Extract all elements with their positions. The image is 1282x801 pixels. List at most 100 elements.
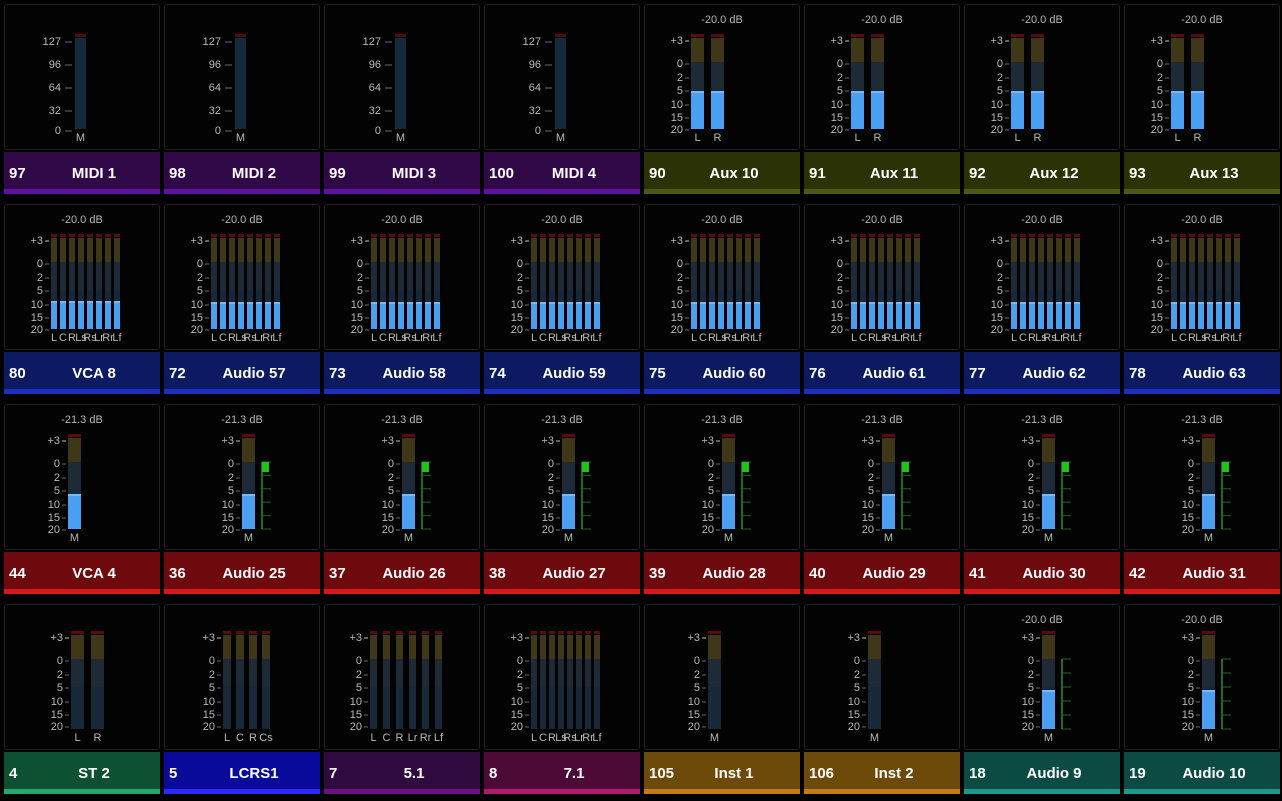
meter-panel: -21.3 dB +3 0 2 5 10 15 20 M — [4, 404, 160, 550]
channel-tile-42[interactable]: -21.3 dB +3 0 2 5 10 15 20 M 42 Audio 31 — [1124, 404, 1280, 600]
channel-name-strip[interactable]: 37 Audio 26 — [324, 552, 480, 594]
channel-tile-44[interactable]: -21.3 dB +3 0 2 5 10 15 20 M 44 VCA 4 — [4, 404, 160, 600]
channel-tile-100[interactable]: 127 96 64 32 0 M 100 MIDI 4 — [484, 4, 640, 200]
channel-name-strip[interactable]: 92 Aux 12 — [964, 152, 1120, 194]
channel-name-strip[interactable]: 74 Audio 59 — [484, 352, 640, 394]
channel-name-strip[interactable]: 5 LCRS1 — [164, 752, 320, 794]
scale-tick-label: 2 — [1028, 669, 1034, 681]
channel-name-strip[interactable]: 8 7.1 — [484, 752, 640, 794]
channel-name-strip[interactable]: 4 ST 2 — [4, 752, 160, 794]
channel-name-strip[interactable]: 98 MIDI 2 — [164, 152, 320, 194]
channel-tile-93[interactable]: -20.0 dB +3 0 2 5 10 15 20 L R 93 Aux 13 — [1124, 4, 1280, 200]
channel-name-strip[interactable]: 78 Audio 63 — [1124, 352, 1280, 394]
scale-tick-label: 15 — [1182, 709, 1194, 721]
channel-tile-91[interactable]: -20.0 dB +3 0 2 5 10 15 20 L R 91 Aux 11 — [804, 4, 960, 200]
channel-name-strip[interactable]: 39 Audio 28 — [644, 552, 800, 594]
scale-tick-label: 5 — [837, 285, 843, 297]
channel-name-strip[interactable]: 44 VCA 4 — [4, 552, 160, 594]
channel-label: Lr — [1054, 332, 1064, 344]
channel-name-strip[interactable]: 80 VCA 8 — [4, 352, 160, 394]
channel-tile-36[interactable]: -21.3 dB +3 0 2 5 10 15 20 M 36 Audio 25 — [164, 404, 320, 600]
meter-panel: 127 96 64 32 0 M — [484, 4, 640, 150]
channel-name-strip[interactable]: 42 Audio 31 — [1124, 552, 1280, 594]
channel-tile-41[interactable]: -21.3 dB +3 0 2 5 10 15 20 M 41 Audio 30 — [964, 404, 1120, 600]
meter-bar — [1216, 238, 1222, 329]
channel-tile-78[interactable]: -20.0 dB +3 0 2 5 10 15 20 L C R Ls Rs Lr Rr Lf 78 Audio … — [1124, 204, 1280, 400]
channel-tile-8[interactable]: +3 0 2 5 10 15 20 L C R Ls Rs Lr Rr Lf 8 7.1 — [484, 604, 640, 800]
channel-name-strip[interactable]: 38 Audio 27 — [484, 552, 640, 594]
channel-tile-75[interactable]: -20.0 dB +3 0 2 5 10 15 20 L C R Ls Rs Lr Rr Lf 75 Audio … — [644, 204, 800, 400]
channel-name-strip[interactable]: 77 Audio 62 — [964, 352, 1120, 394]
channel-name-strip[interactable]: 41 Audio 30 — [964, 552, 1120, 594]
clip-indicator — [531, 234, 537, 237]
channel-tile-80[interactable]: -20.0 dB +3 0 2 5 10 15 20 L C R Ls Rs Lr Rr Lf 80 VCA 8 — [4, 204, 160, 400]
scale-tick-label: +3 — [381, 435, 394, 447]
channel-tile-98[interactable]: 127 96 64 32 0 M 98 MIDI 2 — [164, 4, 320, 200]
scale-tick-label: 15 — [831, 112, 843, 124]
channel-tile-7[interactable]: +3 0 2 5 10 15 20 L C R Lr Rr Lf 7 5.1 — [324, 604, 480, 800]
channel-name-strip[interactable]: 7 5.1 — [324, 752, 480, 794]
channel-tile-39[interactable]: -21.3 dB +3 0 2 5 10 15 20 M 39 Audio 28 — [644, 404, 800, 600]
channel-tile-74[interactable]: -20.0 dB +3 0 2 5 10 15 20 L C R Ls Rs Lr Rr Lf 74 Audio … — [484, 204, 640, 400]
scale-tick-label: 20 — [351, 324, 363, 336]
scale-tick-label: 10 — [702, 499, 714, 511]
channel-label: R — [548, 332, 556, 344]
channel-name-strip[interactable]: 105 Inst 1 — [644, 752, 800, 794]
clip-indicator — [425, 234, 431, 237]
scale-tick-label: 20 — [1022, 524, 1034, 536]
channel-name-strip[interactable]: 90 Aux 10 — [644, 152, 800, 194]
channel-tile-76[interactable]: -20.0 dB +3 0 2 5 10 15 20 L C R Ls Rs Lr Rr Lf 76 Audio … — [804, 204, 960, 400]
channel-name-strip[interactable]: 76 Audio 61 — [804, 352, 960, 394]
channel-tile-40[interactable]: -21.3 dB +3 0 2 5 10 15 20 M 40 Audio 29 — [804, 404, 960, 600]
channel-tile-19[interactable]: -20.0 dB +3 0 2 5 10 15 20 M 19 Audio 10 — [1124, 604, 1280, 800]
channel-name-strip[interactable]: 40 Audio 29 — [804, 552, 960, 594]
channel-tile-72[interactable]: -20.0 dB +3 0 2 5 10 15 20 L C R Ls Rs Lr Rr Lf 72 Audio … — [164, 204, 320, 400]
channel-name-strip[interactable]: 72 Audio 57 — [164, 352, 320, 394]
channel-tile-105[interactable]: +3 0 2 5 10 15 20 M 105 Inst 1 — [644, 604, 800, 800]
channel-name-strip[interactable]: 100 MIDI 4 — [484, 152, 640, 194]
clip-indicator — [389, 234, 395, 237]
channel-name-strip[interactable]: 75 Audio 60 — [644, 352, 800, 394]
level-db-readout: -20.0 dB — [701, 14, 743, 26]
meter-bar — [700, 238, 706, 329]
scale-tick-label: 127 — [523, 36, 541, 48]
clip-indicator — [691, 34, 704, 37]
channel-tile-90[interactable]: -20.0 dB +3 0 2 5 10 15 20 L R 90 Aux 10 — [644, 4, 800, 200]
level-db-readout: -20.0 dB — [1181, 614, 1223, 626]
channel-name-strip[interactable]: 97 MIDI 1 — [4, 152, 160, 194]
channel-tile-73[interactable]: -20.0 dB +3 0 2 5 10 15 20 L C R Ls Rs Lr Rr Lf 73 Audio … — [324, 204, 480, 400]
channel-tile-18[interactable]: -20.0 dB +3 0 2 5 10 15 20 M 18 Audio 9 — [964, 604, 1120, 800]
channel-label: Lr — [254, 332, 264, 344]
channel-name-strip[interactable]: 36 Audio 25 — [164, 552, 320, 594]
channel-tile-4[interactable]: +3 0 2 5 10 15 20 L R 4 ST 2 — [4, 604, 160, 800]
channel-name-strip[interactable]: 106 Inst 2 — [804, 752, 960, 794]
channel-tile-106[interactable]: +3 0 2 5 10 15 20 M 106 Inst 2 — [804, 604, 960, 800]
channel-tile-37[interactable]: -21.3 dB +3 0 2 5 10 15 20 M 37 Audio 26 — [324, 404, 480, 600]
channel-tile-92[interactable]: -20.0 dB +3 0 2 5 10 15 20 L R 92 Aux 12 — [964, 4, 1120, 200]
channel-label: R — [708, 332, 716, 344]
channel-tile-5[interactable]: +3 0 2 5 10 15 20 L C R Cs 5 LCRS1 — [164, 604, 320, 800]
channel-tile-99[interactable]: 127 96 64 32 0 M 99 MIDI 3 — [324, 4, 480, 200]
channel-name-strip[interactable]: 18 Audio 9 — [964, 752, 1120, 794]
channel-name-strip[interactable]: 99 MIDI 3 — [324, 152, 480, 194]
scale-tick-label: 20 — [511, 324, 523, 336]
channel-tile-77[interactable]: -20.0 dB +3 0 2 5 10 15 20 L C R Ls Rs Lr Rr Lf 77 Audio … — [964, 204, 1120, 400]
channel-name-strip[interactable]: 19 Audio 10 — [1124, 752, 1280, 794]
meter-panel: -21.3 dB +3 0 2 5 10 15 20 M — [644, 404, 800, 550]
scale-tick-label: +3 — [510, 632, 523, 644]
channel-tile-38[interactable]: -21.3 dB +3 0 2 5 10 15 20 M 38 Audio 27 — [484, 404, 640, 600]
scale-tick-label: 15 — [862, 512, 874, 524]
channel-label: R — [874, 132, 882, 144]
meter-bar — [722, 438, 735, 529]
channel-name-strip[interactable]: 73 Audio 58 — [324, 352, 480, 394]
scale-tick-label: 0 — [37, 258, 43, 270]
meter-panel: -21.3 dB +3 0 2 5 10 15 20 M — [164, 404, 320, 550]
scale-tick-label: 2 — [708, 472, 714, 484]
channel-number: 78 — [1129, 365, 1146, 382]
channel-tile-97[interactable]: 127 96 64 32 0 M 97 MIDI 1 — [4, 4, 160, 200]
channel-name-strip[interactable]: 91 Aux 11 — [804, 152, 960, 194]
scale-tick-label: +3 — [1021, 435, 1034, 447]
meter-bar — [1042, 438, 1055, 529]
channel-name-strip[interactable]: 93 Aux 13 — [1124, 152, 1280, 194]
